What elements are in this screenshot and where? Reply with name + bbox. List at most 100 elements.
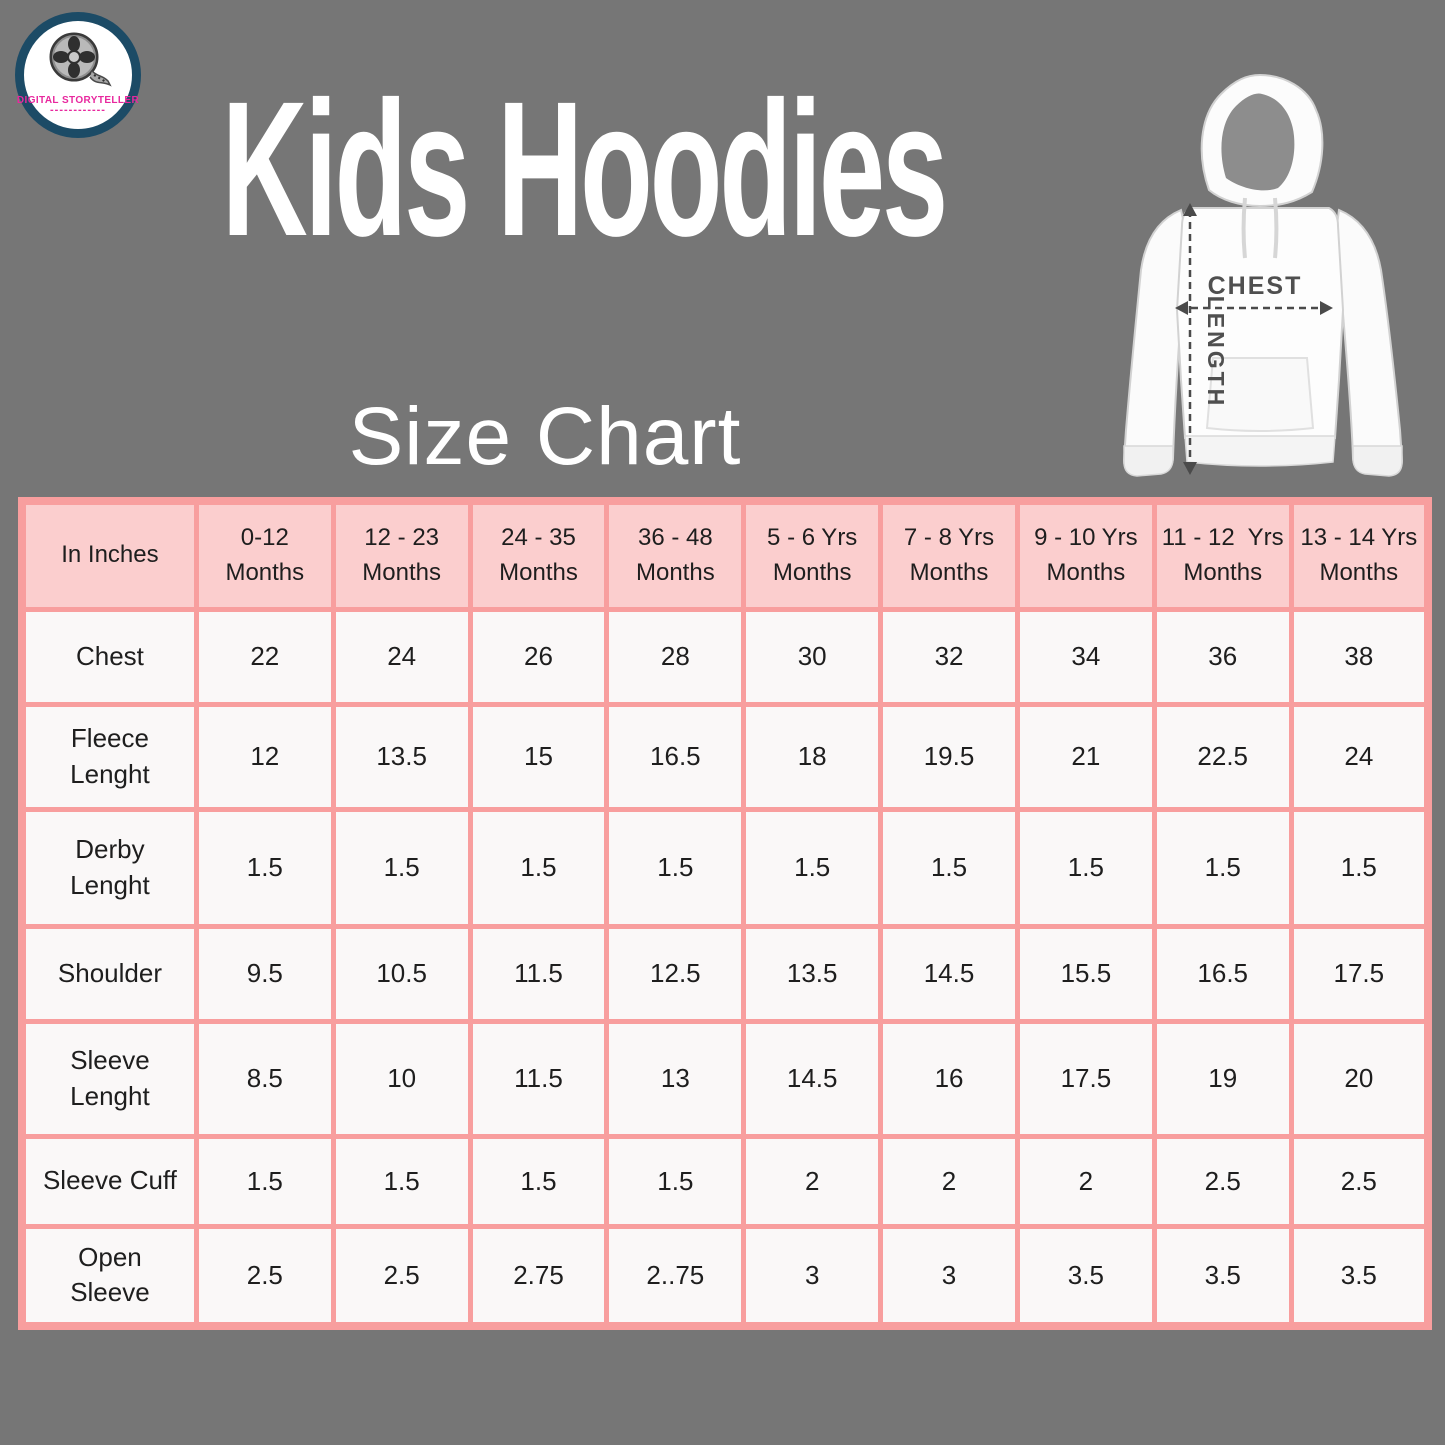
size-value: 2.5 [1288, 1133, 1431, 1229]
size-value: 11.5 [467, 1018, 610, 1139]
hoodie-right-cuff [1352, 445, 1403, 477]
size-value: 13 [604, 1018, 747, 1139]
size-value: 2 [1014, 1133, 1157, 1229]
size-value: 12.5 [604, 923, 747, 1024]
size-value: 10.5 [330, 923, 473, 1024]
size-value: 1.5 [193, 1133, 336, 1229]
page-title: Kids Hoodies [221, 61, 949, 276]
hoodie-left-cuff [1123, 445, 1174, 477]
table-row: Shoulder 9.5 10.5 11.5 12.5 13.5 14.5 15… [19, 923, 1431, 1024]
column-header: 24 - 35 Months [467, 498, 610, 612]
size-value: 18 [741, 701, 884, 812]
size-value: 8.5 [193, 1018, 336, 1139]
table-row: Open Sleeve 2.5 2.5 2.75 2..75 3 3 3.5 3… [19, 1223, 1431, 1329]
column-header: 9 - 10 Yrs Months [1014, 498, 1157, 612]
size-value: 15 [467, 701, 610, 812]
size-value: 26 [467, 606, 610, 707]
size-value: 17.5 [1288, 923, 1431, 1024]
row-label: Chest [19, 606, 199, 707]
size-value: 1.5 [604, 1133, 747, 1229]
size-value: 2.5 [330, 1223, 473, 1329]
header-row: In Inches 0-12 Months 12 - 23 Months 24 … [19, 498, 1431, 612]
size-value: 19.5 [878, 701, 1020, 812]
size-value: 1.5 [1014, 806, 1157, 929]
size-value: 1.5 [1288, 806, 1431, 929]
column-header: 7 - 8 Yrs Months [878, 498, 1020, 612]
size-value: 2.5 [193, 1223, 336, 1329]
size-value: 22.5 [1151, 701, 1294, 812]
hoodie-left-sleeve [1122, 208, 1188, 477]
size-value: 20 [1288, 1018, 1431, 1139]
size-value: 12 [193, 701, 336, 812]
row-label: Sleeve Cuff [19, 1133, 199, 1229]
column-header: 11 - 12 Yrs Months [1151, 498, 1294, 612]
size-value: 1.5 [467, 1133, 610, 1229]
size-value: 15.5 [1014, 923, 1157, 1024]
size-value: 2..75 [604, 1223, 747, 1329]
size-value: 21 [1014, 701, 1157, 812]
size-value: 14.5 [878, 923, 1020, 1024]
size-value: 1.5 [330, 806, 473, 929]
size-value: 3.5 [1014, 1223, 1157, 1329]
size-value: 30 [741, 606, 884, 707]
row-label: Open Sleeve [19, 1223, 199, 1329]
size-value: 1.5 [878, 806, 1020, 929]
size-value: 34 [1014, 606, 1157, 707]
hoodie-drawstring-left [1241, 197, 1247, 259]
table-row: Fleece Lenght 12 13.5 15 16.5 18 19.5 21… [19, 701, 1431, 812]
chest-arrow: CHEST [1175, 272, 1333, 315]
table-row: Chest 22 24 26 28 30 32 34 36 38 [19, 606, 1431, 707]
hoodie-pocket [1205, 357, 1315, 432]
size-value: 16.5 [604, 701, 747, 812]
size-value: 22 [193, 606, 336, 707]
size-value: 3 [741, 1223, 884, 1329]
column-header: 0-12 Months [193, 498, 336, 612]
size-value: 1.5 [467, 806, 610, 929]
brand-name: DIGITAL STORYTELLER [16, 95, 140, 106]
size-value: 1.5 [741, 806, 884, 929]
size-chart-heading: Size Chart [348, 391, 742, 482]
table-row: Sleeve Lenght 8.5 10 11.5 13 14.5 16 17.… [19, 1018, 1431, 1139]
size-value: 32 [878, 606, 1020, 707]
size-value: 1.5 [604, 806, 747, 929]
chest-label: CHEST [1208, 272, 1303, 300]
table-row: Sleeve Cuff 1.5 1.5 1.5 1.5 2 2 2 2.5 2.… [19, 1133, 1431, 1229]
column-header: 5 - 6 Yrs Months [741, 498, 884, 612]
size-value: 28 [604, 606, 747, 707]
row-label: Derby Lenght [19, 806, 199, 929]
table-row: Derby Lenght 1.5 1.5 1.5 1.5 1.5 1.5 1.5… [19, 806, 1431, 929]
size-value: 14.5 [741, 1018, 884, 1139]
size-value: 16 [878, 1018, 1020, 1139]
length-label: LENGTH [1203, 296, 1229, 409]
brand-logo: DIGITAL STORYTELLER ------------ [15, 12, 141, 138]
size-value: 2.5 [1151, 1133, 1294, 1229]
size-value: 3.5 [1151, 1223, 1294, 1329]
column-header: 36 - 48 Months [604, 498, 747, 612]
size-value: 11.5 [467, 923, 610, 1024]
size-value: 13.5 [330, 701, 473, 812]
size-value: 10 [330, 1018, 473, 1139]
size-value: 2 [741, 1133, 884, 1229]
film-reel-icon [49, 32, 112, 87]
size-value: 24 [330, 606, 473, 707]
size-value: 16.5 [1151, 923, 1294, 1024]
size-value: 9.5 [193, 923, 336, 1024]
size-value: 17.5 [1014, 1018, 1157, 1139]
size-value: 1.5 [330, 1133, 473, 1229]
hoodie-drawstring-right [1273, 197, 1279, 259]
row-label: Sleeve Lenght [19, 1018, 199, 1139]
hoodie-image: CHEST LENGTH [1122, 73, 1404, 477]
column-header: 12 - 23 Months [330, 498, 473, 612]
brand-dashes: ------------ [50, 104, 106, 116]
row-label: Fleece Lenght [19, 701, 199, 812]
size-value: 13.5 [741, 923, 884, 1024]
hoodie-hood-opening [1221, 93, 1295, 191]
size-value: 19 [1151, 1018, 1294, 1139]
size-chart-table: In Inches 0-12 Months 12 - 23 Months 24 … [18, 497, 1432, 1330]
hoodie-right-sleeve [1334, 208, 1404, 477]
size-value: 38 [1288, 606, 1431, 707]
hoodie-hem [1184, 435, 1336, 467]
unit-header: In Inches [19, 498, 199, 612]
column-header: 13 - 14 Yrs Months [1288, 498, 1431, 612]
